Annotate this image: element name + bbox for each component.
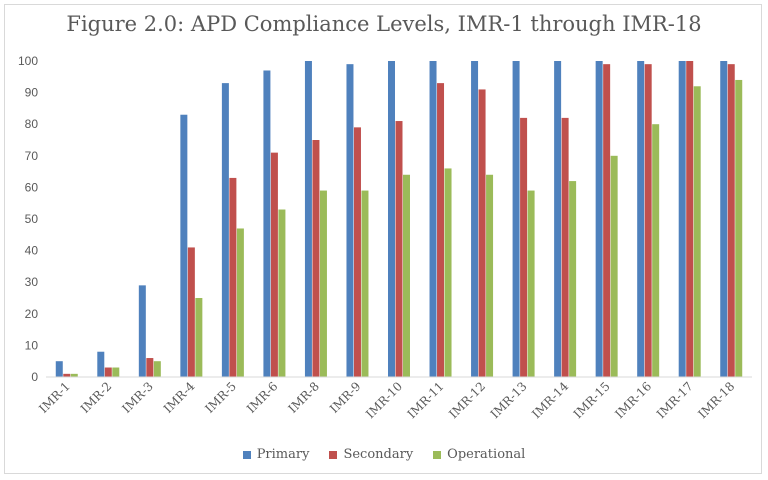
bar-secondary-imr-2: [104, 367, 112, 377]
bar-operational-imr-9: [361, 190, 369, 377]
bar-secondary-imr-15: [603, 64, 611, 377]
legend-swatch: [242, 450, 251, 459]
bar-operational-imr-15: [610, 155, 618, 377]
bar-operational-imr-11: [444, 168, 452, 377]
bar-secondary-imr-1: [63, 373, 71, 377]
bar-secondary-imr-4: [187, 247, 195, 377]
bar-operational-imr-4: [195, 298, 203, 377]
chart-title: Figure 2.0: APD Compliance Levels, IMR-1…: [66, 12, 702, 36]
bar-primary-imr-16: [637, 61, 645, 377]
bars: [55, 61, 743, 378]
legend: Primary Secondary Operational: [0, 447, 768, 462]
bar-operational-imr-1: [70, 373, 78, 377]
y-tick-label: 10: [25, 338, 39, 352]
x-tick-label: IMR-6: [244, 379, 281, 416]
legend-swatch: [329, 450, 338, 459]
bar-secondary-imr-13: [520, 117, 528, 377]
y-tick-label: 0: [31, 370, 38, 384]
x-tick-label: IMR-2: [78, 379, 115, 416]
x-tick-label: IMR-12: [446, 379, 488, 421]
legend-label: Primary: [256, 447, 310, 462]
bar-secondary-imr-16: [644, 64, 652, 377]
bar-operational-imr-16: [652, 124, 660, 377]
bar-secondary-imr-8: [312, 140, 320, 377]
y-tick-label: 50: [25, 212, 39, 226]
bar-secondary-imr-6: [270, 152, 278, 377]
bar-primary-imr-12: [471, 61, 479, 377]
bar-primary-imr-10: [388, 61, 395, 377]
legend-label: Secondary: [343, 447, 414, 462]
bar-primary-imr-11: [429, 61, 437, 377]
bar-secondary-imr-9: [353, 127, 361, 377]
bar-secondary-imr-10: [395, 121, 403, 377]
x-tick-label: IMR-18: [695, 379, 737, 421]
x-tick-label: IMR-9: [327, 379, 364, 416]
bar-secondary-imr-14: [561, 117, 569, 377]
bar-operational-imr-18: [735, 79, 743, 378]
bar-operational-imr-5: [236, 228, 244, 377]
bar-operational-imr-2: [112, 367, 120, 377]
bar-primary-imr-13: [512, 61, 520, 377]
bar-secondary-imr-5: [229, 177, 237, 377]
bar-primary-imr-4: [180, 114, 188, 377]
x-tick-label: IMR-16: [612, 379, 654, 421]
x-tick-label: IMR-10: [363, 379, 405, 421]
bar-primary-imr-1: [55, 361, 63, 377]
bar-operational-imr-13: [527, 190, 535, 377]
x-tick-label: IMR-14: [529, 379, 571, 421]
bar-primary-imr-6: [263, 70, 271, 377]
bar-primary-imr-3: [138, 285, 146, 377]
bar-primary-imr-9: [346, 64, 354, 377]
bar-secondary-imr-12: [478, 89, 486, 377]
bar-secondary-imr-11: [437, 83, 445, 378]
bar-primary-imr-17: [678, 61, 686, 377]
y-tick-label: 70: [25, 149, 39, 163]
bar-operational-imr-17: [693, 86, 701, 377]
y-tick-label: 40: [25, 244, 39, 258]
x-tick-label: IMR-4: [161, 379, 198, 416]
legend-label: Operational: [447, 447, 526, 462]
x-tick-label: IMR-15: [571, 379, 613, 421]
bar-operational-imr-6: [278, 209, 286, 377]
x-tick-label: IMR-1: [36, 379, 73, 416]
x-tick-label: IMR-17: [654, 379, 696, 421]
x-tick-label: IMR-3: [119, 379, 156, 416]
legend-swatch: [433, 450, 442, 459]
x-axis: IMR-1 IMR-2 IMR-3 IMR-4 IMR-5 IMR-6 IMR-8 IMR-9…: [36, 376, 752, 421]
bar-primary-imr-15: [595, 61, 603, 377]
bar-secondary-imr-3: [146, 358, 154, 377]
x-tick-label: IMR-13: [488, 379, 530, 421]
y-tick-label: 20: [25, 307, 39, 321]
bar-secondary-imr-17: [686, 61, 694, 377]
bar-primary-imr-18: [720, 61, 728, 377]
y-axis: 0 10 20 30 40 50 60 70 80 90 100: [18, 54, 38, 384]
bar-operational-imr-14: [569, 181, 577, 377]
y-tick-label: 100: [18, 54, 38, 68]
bar-secondary-imr-18: [727, 64, 735, 377]
y-tick-label: 90: [25, 86, 39, 100]
x-tick-label: IMR-8: [285, 379, 322, 416]
bar-primary-imr-14: [554, 61, 562, 377]
bar-operational-imr-8: [319, 190, 327, 377]
legend-item-operational: Operational: [433, 447, 525, 462]
bar-operational-imr-12: [486, 174, 494, 377]
bar-primary-imr-2: [97, 351, 105, 377]
y-tick-label: 60: [25, 180, 39, 194]
bar-primary-imr-5: [221, 83, 229, 378]
chart-frame: [4, 4, 762, 474]
x-tick-label: IMR-11: [405, 379, 447, 421]
legend-item-primary: Primary: [242, 447, 310, 462]
bar-primary-imr-8: [304, 61, 312, 377]
y-tick-label: 80: [25, 117, 39, 131]
legend-item-secondary: Secondary: [329, 447, 413, 462]
x-tick-label: IMR-5: [202, 379, 239, 416]
y-tick-label: 30: [25, 275, 39, 289]
bar-operational-imr-10: [403, 174, 410, 377]
bar-operational-imr-3: [153, 361, 161, 377]
